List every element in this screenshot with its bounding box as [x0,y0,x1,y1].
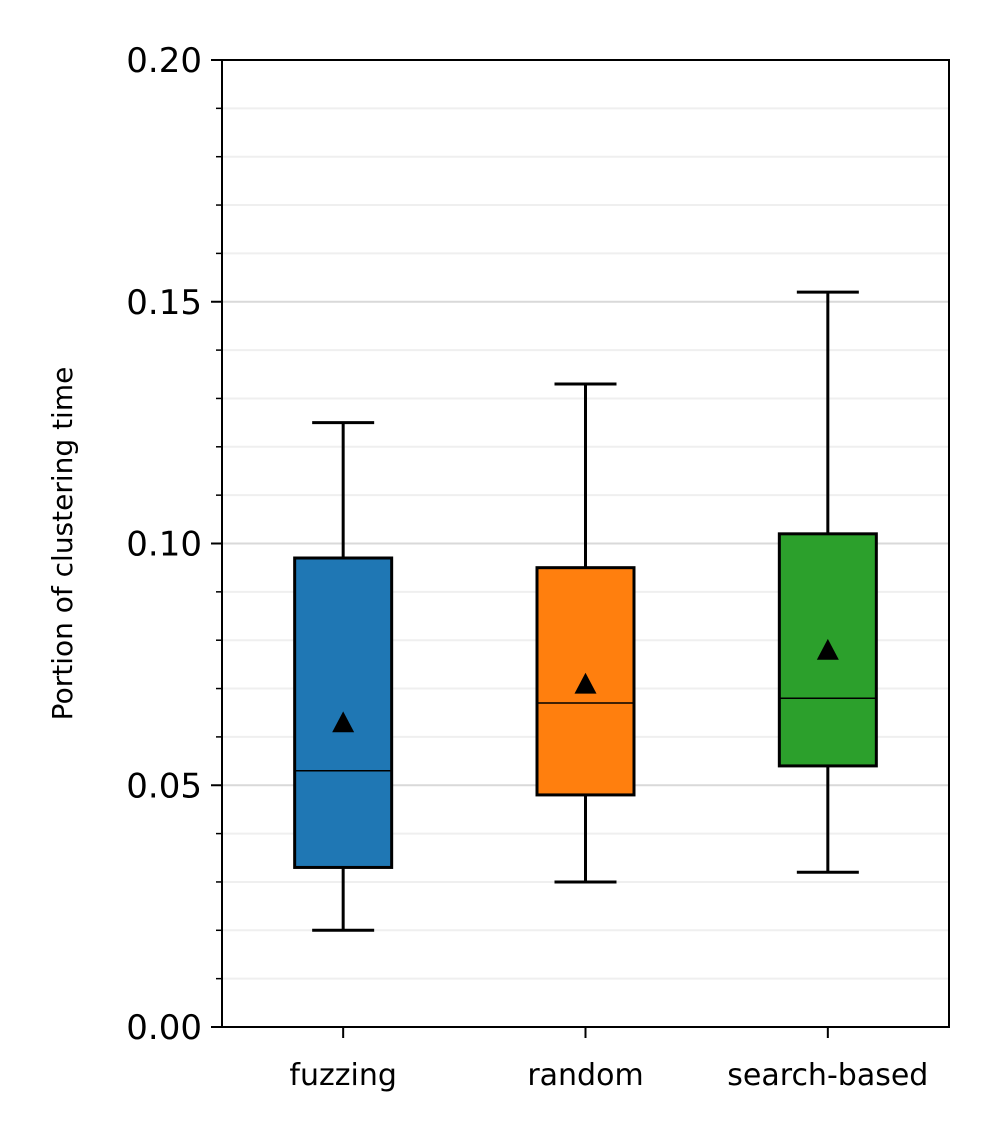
mean-marker [816,638,839,660]
y-tick-label: 0.10 [126,525,202,565]
y-tick-label: 0.00 [126,1008,202,1048]
y-axis-label: Portion of clustering time [46,367,79,721]
x-tick-label: fuzzing [289,1058,396,1093]
box-random [535,382,636,884]
y-tick-label: 0.15 [126,283,202,323]
mean-marker [574,672,597,694]
boxes [293,290,878,932]
y-axis: 0.00 0.05 0.10 0.15 0.20 [126,41,222,1048]
x-tick-label: random [527,1058,643,1093]
box-fuzzing [293,421,394,932]
x-tick-label: search-based [727,1058,928,1093]
box-search-based [777,290,878,874]
y-tick-label: 0.05 [126,766,202,806]
x-axis: fuzzing random search-based [289,1027,928,1093]
y-tick-label: 0.20 [126,41,202,81]
mean-marker [332,711,355,733]
